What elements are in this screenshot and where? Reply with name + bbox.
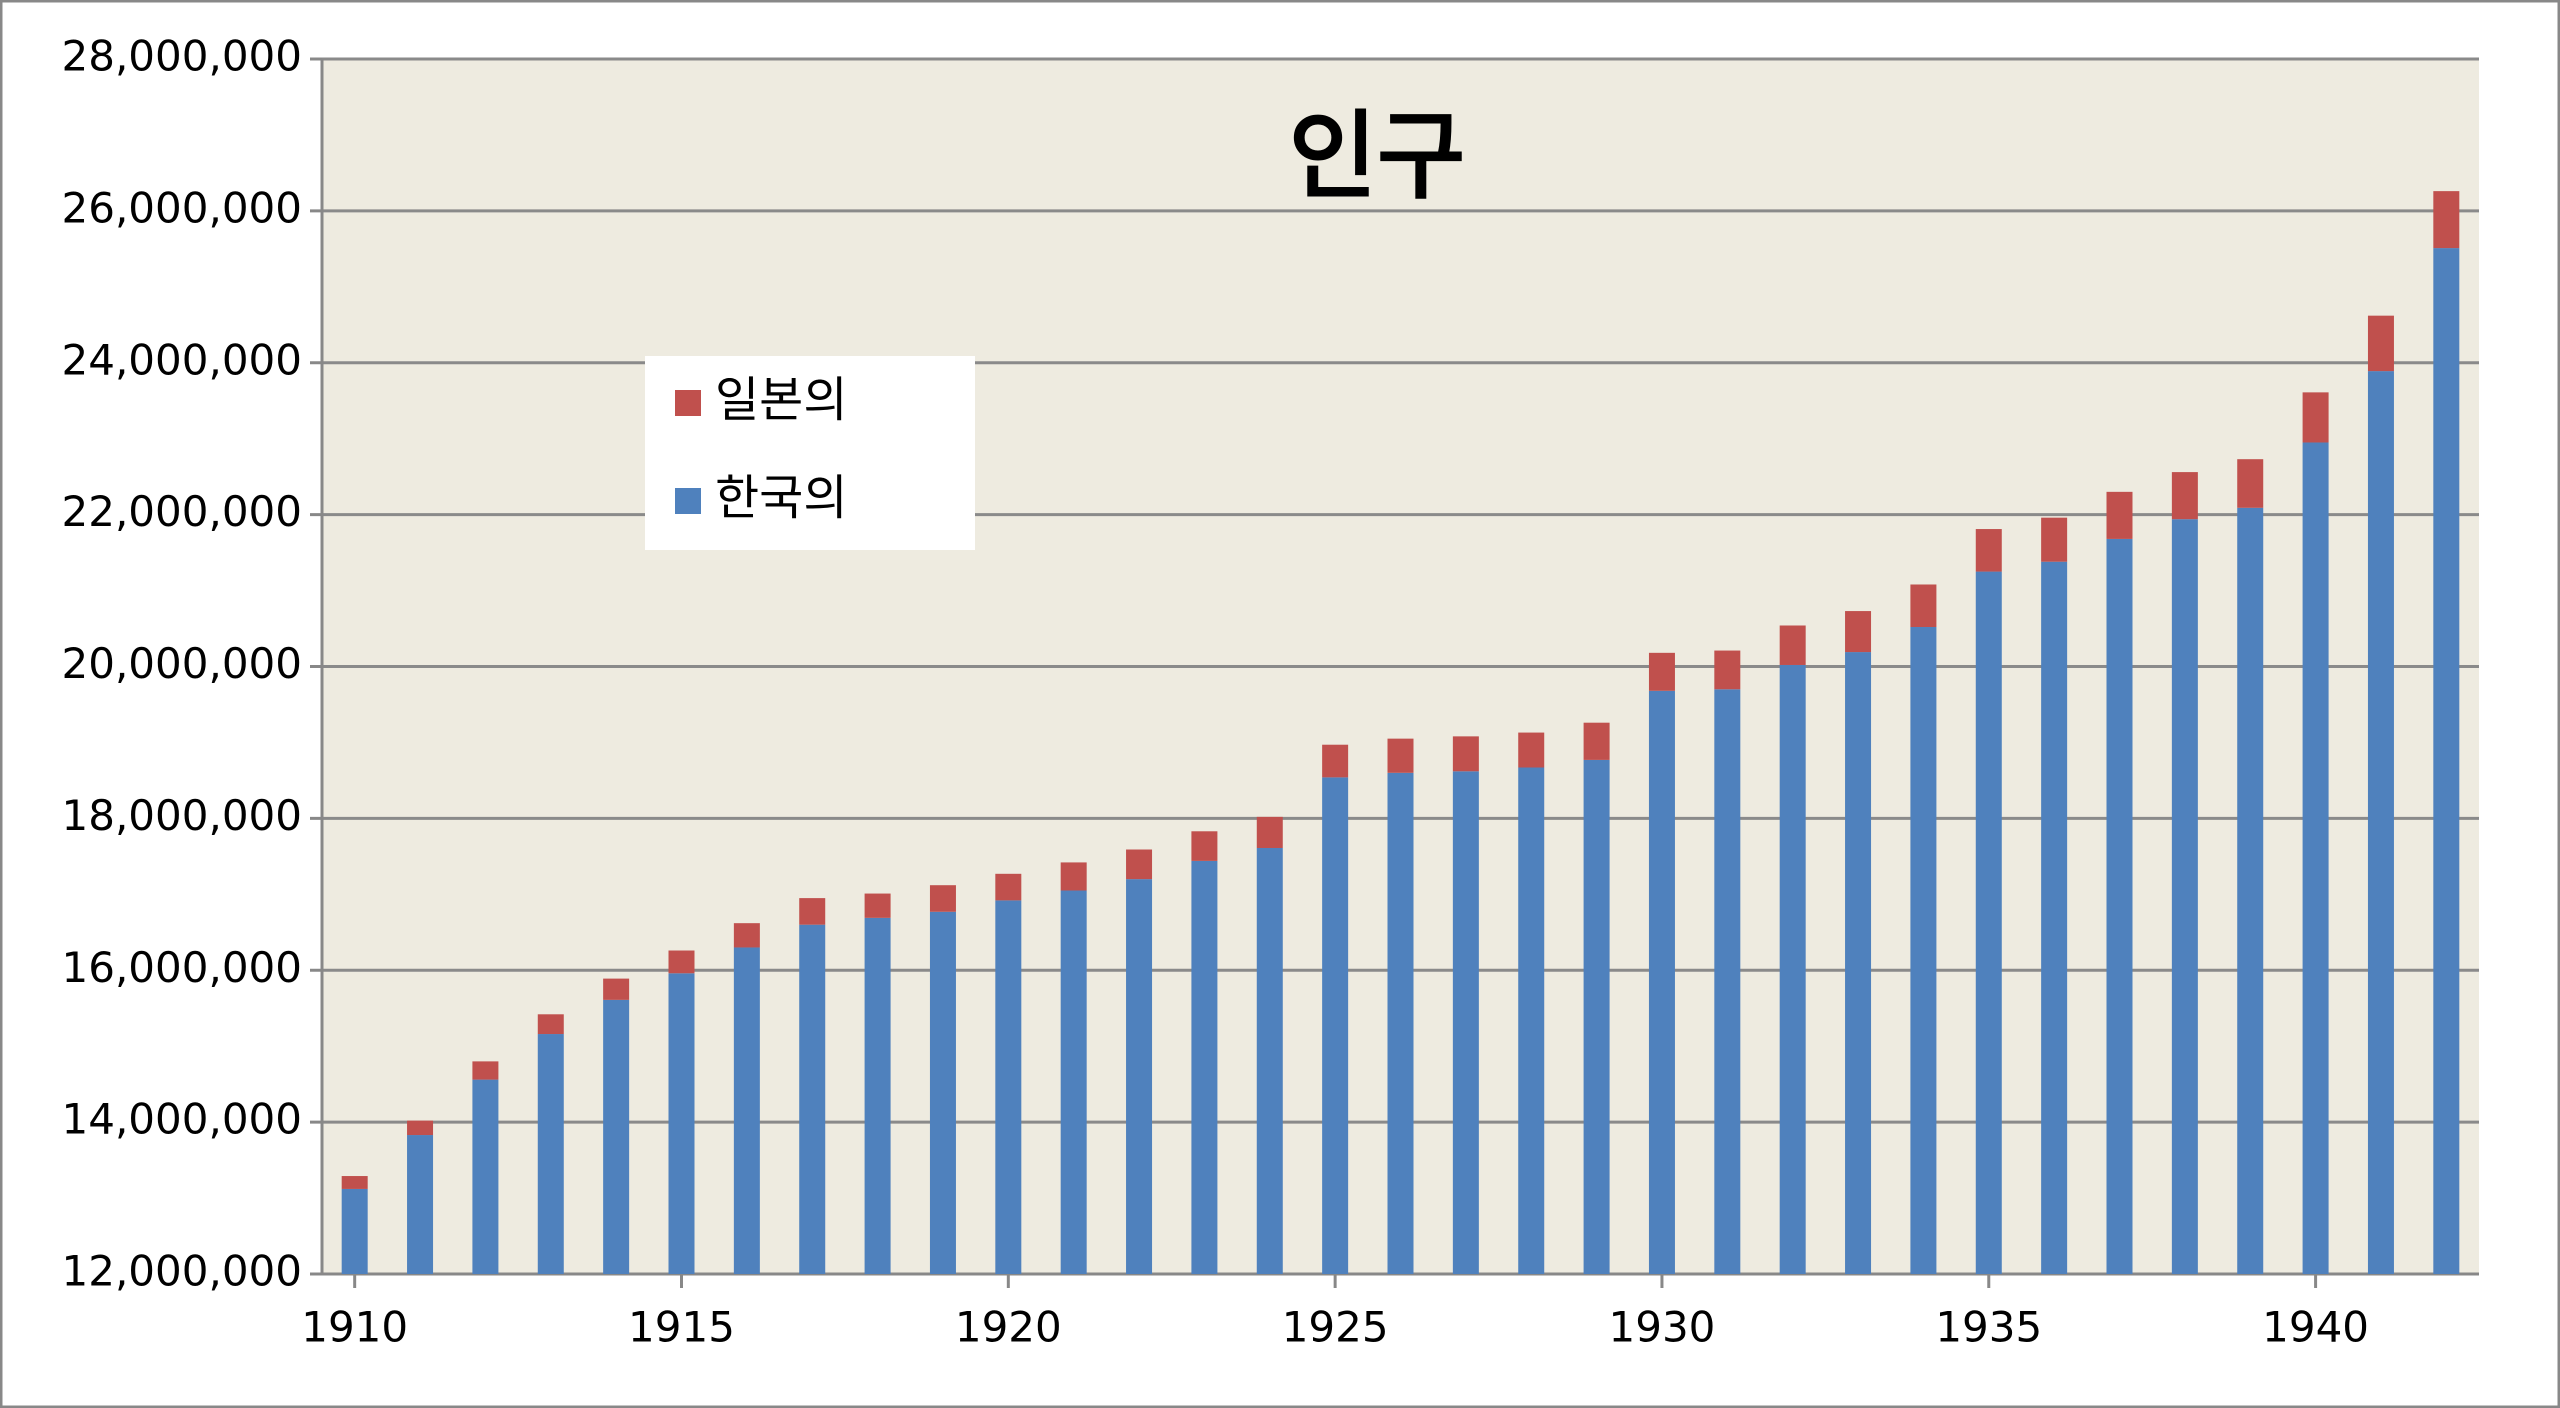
y-tick-label: 28,000,000 bbox=[62, 32, 302, 81]
legend-label: 일본의 bbox=[715, 372, 847, 428]
bar-segment bbox=[929, 885, 956, 912]
bar-segment bbox=[407, 1120, 434, 1136]
bar-segment bbox=[2433, 191, 2460, 249]
bar-segment bbox=[1322, 777, 1349, 1274]
bar-segment bbox=[603, 999, 630, 1274]
bar-segment bbox=[1975, 571, 2002, 1274]
bar-segment bbox=[1191, 860, 1218, 1274]
chart-title: 인구 bbox=[1289, 100, 1466, 212]
legend-label: 한국의 bbox=[715, 470, 847, 526]
bar-segment bbox=[2171, 472, 2198, 520]
bar-segment bbox=[2367, 315, 2394, 372]
bar-segment bbox=[2106, 491, 2133, 539]
bar-segment bbox=[1387, 772, 1414, 1274]
bar-segment bbox=[1779, 664, 1806, 1274]
y-tick-label: 14,000,000 bbox=[62, 1095, 302, 1144]
bar-segment bbox=[2433, 248, 2460, 1275]
bar-segment bbox=[2237, 507, 2264, 1274]
bar-segment bbox=[2106, 538, 2133, 1274]
bar-segment bbox=[603, 978, 630, 1000]
x-tick-label: 1935 bbox=[1935, 1303, 2042, 1352]
bar-segment bbox=[1060, 890, 1087, 1274]
y-tick-label: 12,000,000 bbox=[62, 1247, 302, 1296]
bar-segment bbox=[1648, 690, 1675, 1274]
bar-segment bbox=[1518, 767, 1545, 1274]
y-tick-label: 18,000,000 bbox=[62, 791, 302, 840]
bar-segment bbox=[341, 1188, 368, 1274]
x-tick-label: 1940 bbox=[2262, 1303, 2369, 1352]
bar-segment bbox=[1518, 732, 1545, 768]
bar-segment bbox=[1845, 611, 1872, 653]
legend-swatch bbox=[675, 488, 701, 514]
bar-segment bbox=[2367, 371, 2394, 1274]
bar-segment bbox=[1126, 879, 1153, 1274]
bar-segment bbox=[1256, 816, 1283, 848]
bar-segment bbox=[1191, 831, 1218, 861]
x-tick-label: 1930 bbox=[1609, 1303, 1716, 1352]
bar-segment bbox=[733, 923, 760, 948]
bar-segment bbox=[995, 900, 1022, 1274]
bar-segment bbox=[2302, 392, 2329, 443]
y-tick-label: 22,000,000 bbox=[62, 487, 302, 536]
x-tick-label: 1915 bbox=[628, 1303, 735, 1352]
bar-segment bbox=[864, 893, 891, 918]
bar-segment bbox=[1779, 625, 1806, 665]
bar-segment bbox=[929, 911, 956, 1274]
bar-segment bbox=[1910, 627, 1937, 1274]
legend-swatch bbox=[675, 390, 701, 416]
bar-segment bbox=[668, 950, 695, 974]
bar-segment bbox=[341, 1176, 368, 1189]
bar-segment bbox=[1256, 847, 1283, 1274]
y-tick-label: 24,000,000 bbox=[62, 335, 302, 384]
legend-box bbox=[645, 356, 975, 550]
x-tick-label: 1925 bbox=[1282, 1303, 1389, 1352]
bar-segment bbox=[2041, 517, 2068, 562]
bar-segment bbox=[733, 947, 760, 1274]
bar-segment bbox=[864, 917, 891, 1274]
bar-segment bbox=[2041, 561, 2068, 1274]
bar-segment bbox=[1975, 529, 2002, 572]
bar-segment bbox=[1648, 652, 1675, 691]
bar-segment bbox=[1060, 862, 1087, 891]
y-tick-label: 26,000,000 bbox=[62, 183, 302, 232]
bar-segment bbox=[2302, 442, 2329, 1274]
bar-segment bbox=[668, 973, 695, 1274]
x-tick-label: 1910 bbox=[301, 1303, 408, 1352]
y-tick-label: 20,000,000 bbox=[62, 639, 302, 688]
bar-segment bbox=[1452, 736, 1479, 772]
bar-segment bbox=[1583, 722, 1610, 760]
x-tick-label: 1920 bbox=[955, 1303, 1062, 1352]
bar-segment bbox=[407, 1135, 434, 1274]
bar-segment bbox=[1387, 738, 1414, 773]
bar-segment bbox=[1126, 849, 1153, 880]
bar-segment bbox=[799, 924, 826, 1274]
bar-segment bbox=[1714, 689, 1741, 1274]
bar-segment bbox=[995, 873, 1022, 901]
bar-segment bbox=[472, 1061, 499, 1080]
bar-segment bbox=[799, 898, 826, 925]
bar-segment bbox=[1583, 759, 1610, 1274]
bar-segment bbox=[1714, 650, 1741, 690]
bar-segment bbox=[1322, 744, 1349, 778]
bar-segment bbox=[537, 1014, 564, 1035]
bar-segment bbox=[1910, 584, 1937, 628]
bar-segment bbox=[1452, 771, 1479, 1274]
bar-segment bbox=[2171, 519, 2198, 1274]
bar-segment bbox=[472, 1079, 499, 1274]
bar-segment bbox=[2237, 459, 2264, 508]
bar-segment bbox=[1845, 652, 1872, 1274]
y-tick-label: 16,000,000 bbox=[62, 943, 302, 992]
bar-segment bbox=[537, 1034, 564, 1274]
